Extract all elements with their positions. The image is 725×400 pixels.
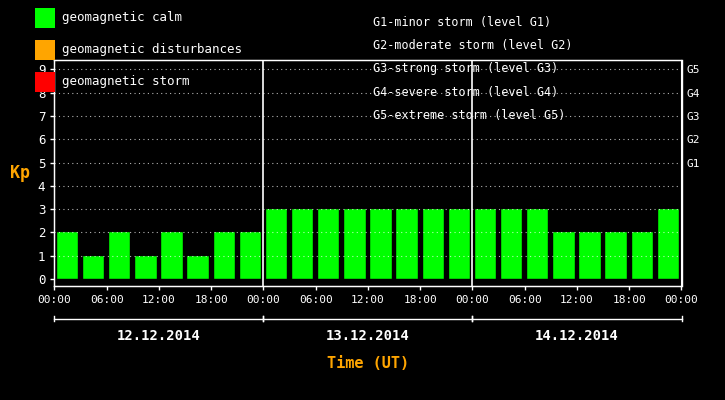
Bar: [83, 256, 104, 279]
Bar: [161, 232, 183, 279]
Text: geomagnetic calm: geomagnetic calm: [62, 12, 182, 24]
Bar: [397, 209, 418, 279]
Bar: [57, 232, 78, 279]
Bar: [501, 209, 523, 279]
Bar: [109, 232, 130, 279]
Bar: [318, 209, 339, 279]
Bar: [344, 209, 365, 279]
Bar: [240, 232, 261, 279]
Text: geomagnetic disturbances: geomagnetic disturbances: [62, 44, 241, 56]
Bar: [658, 209, 679, 279]
Text: G3-strong storm (level G3): G3-strong storm (level G3): [373, 62, 559, 76]
Bar: [579, 232, 601, 279]
Bar: [292, 209, 313, 279]
Bar: [213, 232, 235, 279]
Bar: [187, 256, 209, 279]
Text: Kp: Kp: [10, 164, 30, 182]
Text: G5-extreme storm (level G5): G5-extreme storm (level G5): [373, 109, 566, 122]
Bar: [266, 209, 287, 279]
Bar: [631, 232, 653, 279]
Bar: [135, 256, 157, 279]
Text: G1-minor storm (level G1): G1-minor storm (level G1): [373, 16, 552, 29]
Bar: [370, 209, 392, 279]
Text: 13.12.2014: 13.12.2014: [326, 329, 410, 343]
Text: geomagnetic storm: geomagnetic storm: [62, 76, 189, 88]
Text: G2-moderate storm (level G2): G2-moderate storm (level G2): [373, 39, 573, 52]
Text: G4-severe storm (level G4): G4-severe storm (level G4): [373, 86, 559, 99]
Bar: [423, 209, 444, 279]
Text: 14.12.2014: 14.12.2014: [535, 329, 619, 343]
Text: Time (UT): Time (UT): [327, 356, 409, 371]
Bar: [449, 209, 470, 279]
Bar: [553, 232, 575, 279]
Bar: [605, 232, 627, 279]
Bar: [475, 209, 496, 279]
Bar: [527, 209, 549, 279]
Text: 12.12.2014: 12.12.2014: [117, 329, 201, 343]
